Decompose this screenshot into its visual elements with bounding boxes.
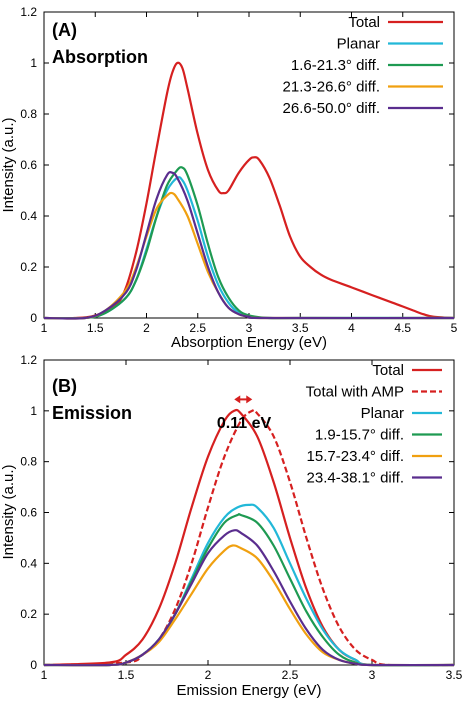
panel-b-x-tick-label: 3 [369, 668, 376, 682]
panel-a-series-line-1 [43, 176, 454, 320]
panel-a-label: (A) [52, 20, 77, 40]
panel-a-series-line-0 [43, 61, 455, 320]
panel-a-y-tick-label: 0.6 [20, 158, 37, 172]
panel-b-y-tick-label: 0.2 [20, 607, 37, 621]
panel-b-y-axis-title: Intensity (a.u.) [0, 464, 17, 559]
panel-a-y-tick-label: 0 [30, 311, 37, 325]
panel-a-y-tick-label: 0.2 [20, 260, 37, 274]
panel-a: 1 1.5 2 2.5 3 3.5 4 4.5 5 00.20.40.60.811.2 (A) … [0, 5, 458, 351]
panel-a-legend-label: 21.3-26.6° diff. [283, 79, 380, 96]
panel-b-legend-label: 15.7-23.4° diff. [307, 448, 404, 465]
peak-shift-arrowhead-right [246, 395, 253, 404]
panel-a-y-tick-label: 1.2 [20, 5, 37, 19]
panel-a-x-ticks: 1 1.5 2 2.5 3 3.5 4 4.5 5 [41, 12, 458, 335]
peak-shift-label: 0.11 eV [217, 415, 272, 432]
panel-b-x-tick-label: 1 [41, 668, 48, 682]
panel-a-y-tick-label: 0.8 [20, 107, 37, 121]
panel-b-x-tick-label: 2.5 [282, 668, 299, 682]
panel-b-legend-label: Planar [361, 405, 404, 422]
peak-shift-arrowhead-left [234, 395, 241, 404]
panel-b-series [43, 408, 455, 667]
panel-b-x-tick-label: 3.5 [446, 668, 463, 682]
panel-a-y-tick-label: 0.4 [20, 209, 37, 223]
panel-b-x-axis-title: Emission Energy (eV) [176, 682, 321, 699]
panel-b-x-ticks: 1 1.5 2 2.5 3 3.5 [41, 360, 463, 682]
panel-b: 1 1.5 2 2.5 3 3.5 0 0.2 0.4 0.6 0.8 1 1.2 0.11 eV (… [0, 353, 463, 699]
panel-a-y-axis-title: Intensity (a.u.) [0, 117, 17, 212]
panel-b-title: Emission [52, 403, 132, 423]
panel-a-legend-label: 1.6-21.3° diff. [291, 57, 380, 74]
panel-b-series-line-5 [43, 529, 455, 667]
panel-a-x-tick-label: 1.5 [87, 321, 104, 335]
panel-a-series-line-2 [43, 166, 454, 320]
panel-a-x-tick-label: 4 [348, 321, 355, 335]
panel-a-x-tick-label: 2 [143, 321, 150, 335]
panel-a-x-tick-label: 1 [41, 321, 48, 335]
panel-b-x-tick-label: 1.5 [118, 668, 135, 682]
peak-shift-annotation: 0.11 eV [217, 395, 272, 432]
panel-b-legend-label: 23.4-38.1° diff. [307, 470, 404, 487]
panel-b-legend-label: Total with AMP [306, 384, 404, 401]
panel-b-y-ticks: 0 0.2 0.4 0.6 0.8 1 1.2 [20, 353, 454, 672]
panel-b-y-tick-label: 0.4 [20, 556, 37, 570]
panel-b-y-tick-label: 0 [30, 658, 37, 672]
panel-a-legend: Total Planar 1.6-21.3° diff. 21.3-26.6° dif… [283, 14, 443, 117]
panel-a-x-axis-title: Absorption Energy (eV) [171, 334, 327, 351]
panel-b-legend-label: Total [372, 362, 404, 379]
panel-b-y-tick-label: 0.6 [20, 506, 37, 520]
panel-b-legend-label: 1.9-15.7° diff. [315, 427, 404, 444]
panel-b-series-line-2 [43, 503, 455, 667]
panel-a-legend-label: 26.6-50.0° diff. [283, 100, 380, 117]
panel-a-series [43, 61, 455, 320]
panel-b-series-line-3 [43, 512, 455, 667]
panel-b-y-tick-label: 1 [30, 404, 37, 418]
panel-a-series-line-3 [43, 191, 455, 320]
panel-b-series-line-4 [43, 544, 455, 667]
panel-a-x-tick-label: 3 [246, 321, 253, 335]
panel-a-series-line-4 [43, 171, 455, 320]
panel-b-legend: Total Total with AMP Planar 1.9-15.7° diff.… [306, 362, 442, 487]
panel-a-legend-label: Total [348, 14, 380, 31]
panel-a-y-ticks: 0 0.2 0.4 0.6 0.8 1 1.2 [20, 5, 454, 325]
panel-a-x-tick-label: 5 [451, 321, 458, 335]
panel-b-label: (B) [52, 376, 77, 396]
panel-a-x-tick-label: 2.5 [189, 321, 206, 335]
panel-a-x-tick-label: 4.5 [394, 321, 411, 335]
panel-b-x-tick-label: 2 [205, 668, 212, 682]
panel-b-y-tick-label: 1.2 [20, 353, 37, 367]
panel-a-legend-label: Planar [337, 36, 380, 53]
panel-b-y-tick-label: 0.8 [20, 455, 37, 469]
panel-a-x-tick-label: 3.5 [292, 321, 309, 335]
panel-a-title: Absorption [52, 47, 148, 67]
panel-a-y-tick-label: 1 [30, 56, 37, 70]
